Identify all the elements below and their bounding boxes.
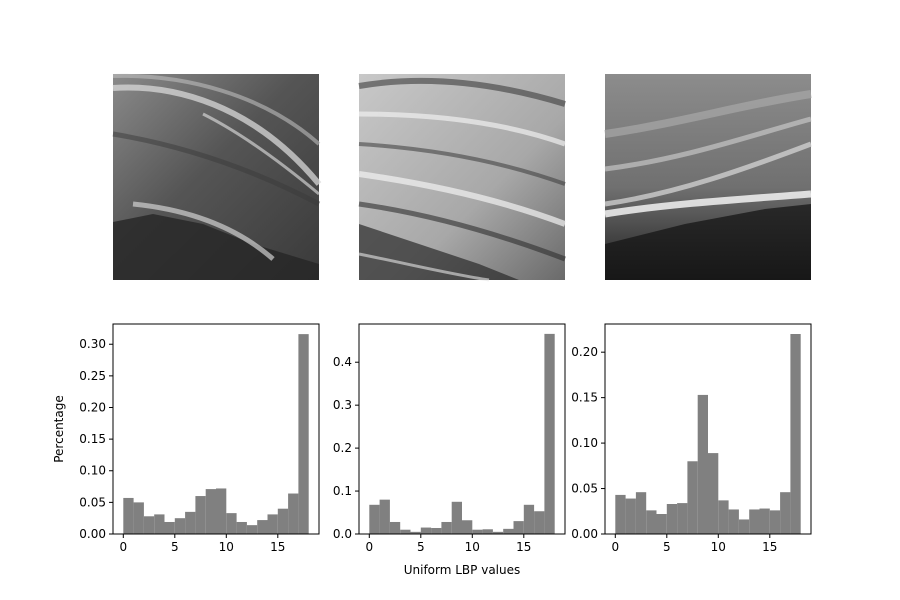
histogram-bar bbox=[646, 510, 656, 534]
histogram-bar bbox=[226, 513, 236, 534]
histogram-bar bbox=[615, 495, 625, 534]
x-tick-label: 0 bbox=[119, 540, 127, 554]
texture-image-3 bbox=[605, 74, 811, 280]
histogram-bar bbox=[278, 509, 288, 534]
histogram-bar bbox=[760, 509, 770, 534]
y-tick-label: 0.25 bbox=[79, 369, 106, 383]
x-tick-label: 10 bbox=[711, 540, 726, 554]
histogram-bar bbox=[626, 499, 636, 534]
x-tick-label: 5 bbox=[417, 540, 425, 554]
x-axis-label: Uniform LBP values bbox=[404, 563, 521, 577]
histogram-bar bbox=[175, 518, 185, 534]
histogram-bar bbox=[123, 498, 133, 534]
texture-image-2 bbox=[359, 74, 565, 280]
histogram-bar bbox=[503, 529, 513, 534]
y-tick-label: 0.0 bbox=[333, 527, 352, 541]
histogram-bar bbox=[790, 334, 800, 534]
histogram-bar bbox=[369, 505, 379, 534]
histogram-bar bbox=[257, 520, 267, 534]
x-tick-label: 15 bbox=[762, 540, 777, 554]
y-tick-label: 0.3 bbox=[333, 398, 352, 412]
histogram-panel-1: 0 5 10 15 0.00 0.05 0.10 0.15 0.20 0.25 0.30 Percen… bbox=[52, 324, 319, 554]
histogram-bar bbox=[247, 525, 257, 534]
x-tick-label: 5 bbox=[171, 540, 179, 554]
histogram-bar bbox=[195, 496, 205, 534]
y-axis-label: Percentage bbox=[52, 395, 66, 463]
histogram-bar bbox=[462, 520, 472, 534]
y-tick-label: 0.20 bbox=[571, 345, 598, 359]
y-tick-label: 0.4 bbox=[333, 355, 352, 369]
histogram-bar bbox=[544, 334, 554, 534]
texture-image-1 bbox=[113, 74, 319, 280]
histogram-bar bbox=[298, 334, 308, 534]
histogram-bar bbox=[687, 461, 697, 534]
histogram-bar bbox=[206, 489, 216, 534]
histogram-bar bbox=[154, 514, 164, 534]
x-tick-label: 15 bbox=[270, 540, 285, 554]
histogram-bar bbox=[165, 522, 175, 534]
x-tick-label: 10 bbox=[219, 540, 234, 554]
x-tick-label: 0 bbox=[365, 540, 373, 554]
histogram-bar bbox=[524, 505, 534, 534]
histogram-bar bbox=[268, 514, 278, 534]
x-tick-label: 15 bbox=[516, 540, 531, 554]
y-tick-label: 0.05 bbox=[571, 482, 598, 496]
x-tick-label: 5 bbox=[663, 540, 671, 554]
y-tick-label: 0.05 bbox=[79, 495, 106, 509]
y-tick-label: 0.2 bbox=[333, 441, 352, 455]
histogram-bar bbox=[739, 519, 749, 534]
histogram-bar bbox=[144, 516, 154, 534]
histogram-bar bbox=[237, 522, 247, 534]
histogram-bar bbox=[400, 530, 410, 534]
histogram-bar bbox=[452, 502, 462, 534]
y-tick-label: 0.20 bbox=[79, 400, 106, 414]
histogram-bar bbox=[134, 502, 144, 534]
histogram-bar bbox=[749, 509, 759, 534]
histogram-bar bbox=[667, 504, 677, 534]
histogram-bar bbox=[729, 509, 739, 534]
y-tick-label: 0.30 bbox=[79, 337, 106, 351]
y-tick-label: 0.00 bbox=[79, 527, 106, 541]
histogram-bar bbox=[534, 511, 544, 534]
histogram-panel-3: 0 5 10 15 0.00 0.05 0.10 0.15 0.20 bbox=[571, 324, 811, 554]
y-tick-label: 0.00 bbox=[571, 527, 598, 541]
y-tick-label: 0.10 bbox=[571, 436, 598, 450]
histogram-bar bbox=[677, 503, 687, 534]
histogram-bar bbox=[514, 521, 524, 534]
y-tick-label: 0.10 bbox=[79, 464, 106, 478]
histogram-bar bbox=[708, 453, 718, 534]
x-tick-label: 0 bbox=[611, 540, 619, 554]
histogram-bar bbox=[657, 514, 667, 534]
histogram-bar bbox=[441, 522, 451, 534]
histogram-bar bbox=[483, 529, 493, 534]
histogram-bar bbox=[472, 530, 482, 534]
histogram-bar bbox=[288, 494, 298, 534]
x-tick-label: 10 bbox=[465, 540, 480, 554]
y-tick-label: 0.15 bbox=[571, 391, 598, 405]
histogram-bar bbox=[185, 512, 195, 534]
histogram-bar bbox=[718, 500, 728, 534]
histogram-bar bbox=[770, 510, 780, 534]
y-tick-label: 0.15 bbox=[79, 432, 106, 446]
histogram-bar bbox=[380, 500, 390, 534]
y-tick-label: 0.1 bbox=[333, 484, 352, 498]
histogram-bar bbox=[698, 395, 708, 534]
histogram-bar bbox=[431, 528, 441, 534]
histogram-panel-2: 0 5 10 15 0.0 0.1 0.2 0.3 0.4 Uniform LBP values bbox=[333, 324, 565, 577]
histogram-bar bbox=[390, 522, 400, 534]
histogram-bar bbox=[421, 528, 431, 534]
histogram-bar bbox=[780, 492, 790, 534]
histogram-bar bbox=[216, 488, 226, 534]
histogram-bar bbox=[636, 492, 646, 534]
